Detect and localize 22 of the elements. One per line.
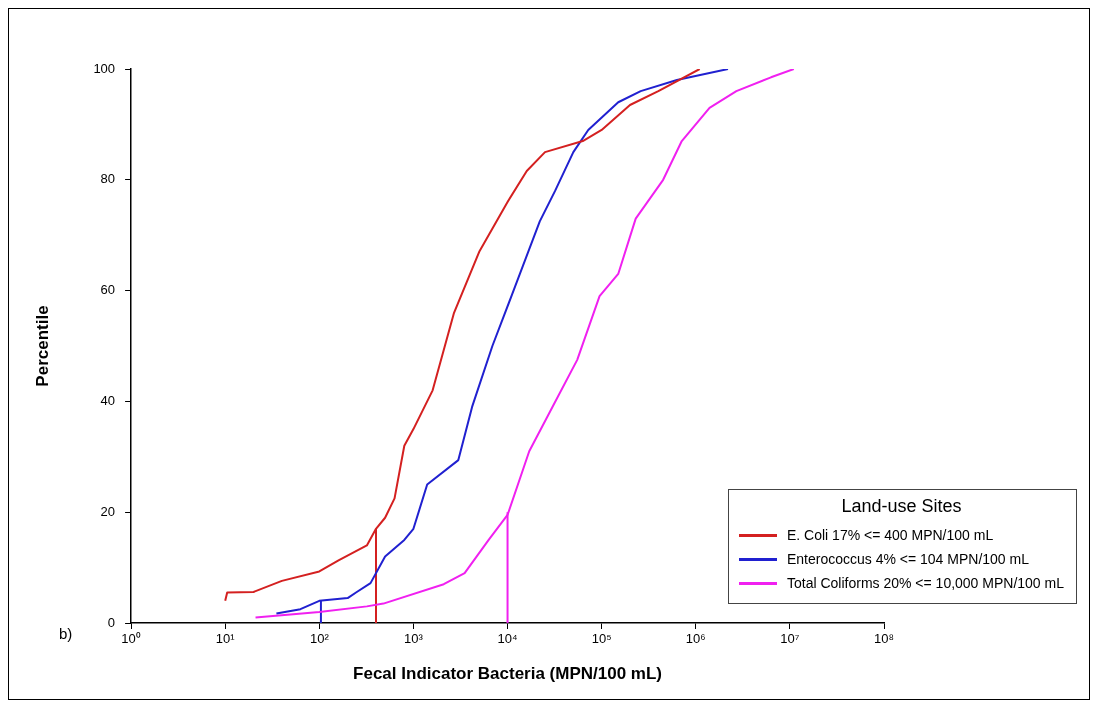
legend-label: E. Coli 17% <= 400 MPN/100 mL (786, 526, 994, 545)
x-tick-label: 10¹ (215, 631, 236, 647)
x-tick-label: 10⁶ (685, 631, 706, 647)
x-tick-label: 10⁸ (874, 631, 894, 647)
y-axis-title: Percentile (32, 305, 52, 387)
y-tick-label: 0 (107, 614, 116, 630)
x-tick-label: 10² (309, 631, 330, 647)
y-tick-label: 40 (100, 392, 116, 408)
x-tick-label: 10⁷ (780, 631, 800, 647)
text: b) (59, 625, 73, 643)
y-tick-label: 60 (100, 282, 116, 298)
x-tick-label: 10³ (404, 631, 424, 647)
legend-title: Land-use Sites (840, 496, 963, 517)
x-axis-title: Fecal Indicator Bacteria (MPN/100 mL) (353, 664, 663, 684)
x-tick-label: 10⁴ (497, 631, 518, 647)
legend-label: Enterococcus 4% <= 104 MPN/100 mL (786, 550, 1029, 569)
legend-label: Total Coliforms 20% <= 10,000 MPN/100 mL (786, 574, 1064, 593)
y-tick-label: 80 (100, 171, 116, 187)
y-tick-label: 20 (100, 503, 116, 519)
x-tick-label: 10⁵ (591, 631, 612, 647)
x-tick-label: 10⁰ (121, 631, 141, 647)
y-tick-label: 100 (93, 60, 116, 76)
